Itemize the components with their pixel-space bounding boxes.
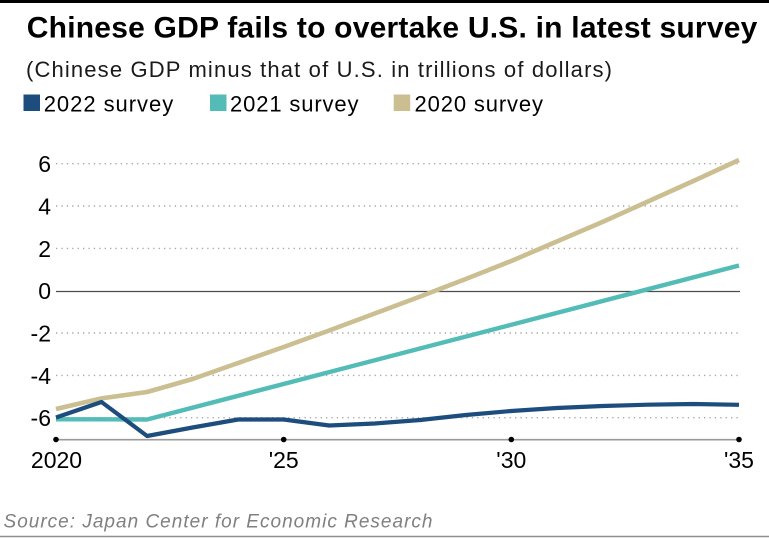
- svg-text:'25: '25: [269, 447, 299, 473]
- svg-text:-4: -4: [31, 363, 52, 389]
- svg-text:2020 survey: 2020 survey: [415, 91, 544, 116]
- svg-text:0: 0: [38, 278, 51, 304]
- svg-text:2021 survey: 2021 survey: [230, 91, 359, 116]
- svg-text:-6: -6: [31, 405, 51, 431]
- svg-text:2: 2: [38, 236, 51, 262]
- svg-text:2022 survey: 2022 survey: [44, 91, 174, 116]
- svg-text:(Chinese GDP minus that of U.S: (Chinese GDP minus that of U.S. in trill…: [26, 57, 612, 82]
- svg-text:'35: '35: [724, 447, 754, 473]
- svg-text:'30: '30: [496, 447, 526, 473]
- svg-text:2020: 2020: [31, 447, 82, 473]
- svg-text:6: 6: [38, 151, 51, 177]
- svg-text:-2: -2: [31, 320, 51, 346]
- svg-text:Chinese GDP fails to overtake: Chinese GDP fails to overtake U.S. in la…: [27, 12, 758, 45]
- svg-text:4: 4: [38, 193, 51, 219]
- svg-text:Source: Japan Center for Econo: Source: Japan Center for Economic Resear…: [4, 512, 433, 533]
